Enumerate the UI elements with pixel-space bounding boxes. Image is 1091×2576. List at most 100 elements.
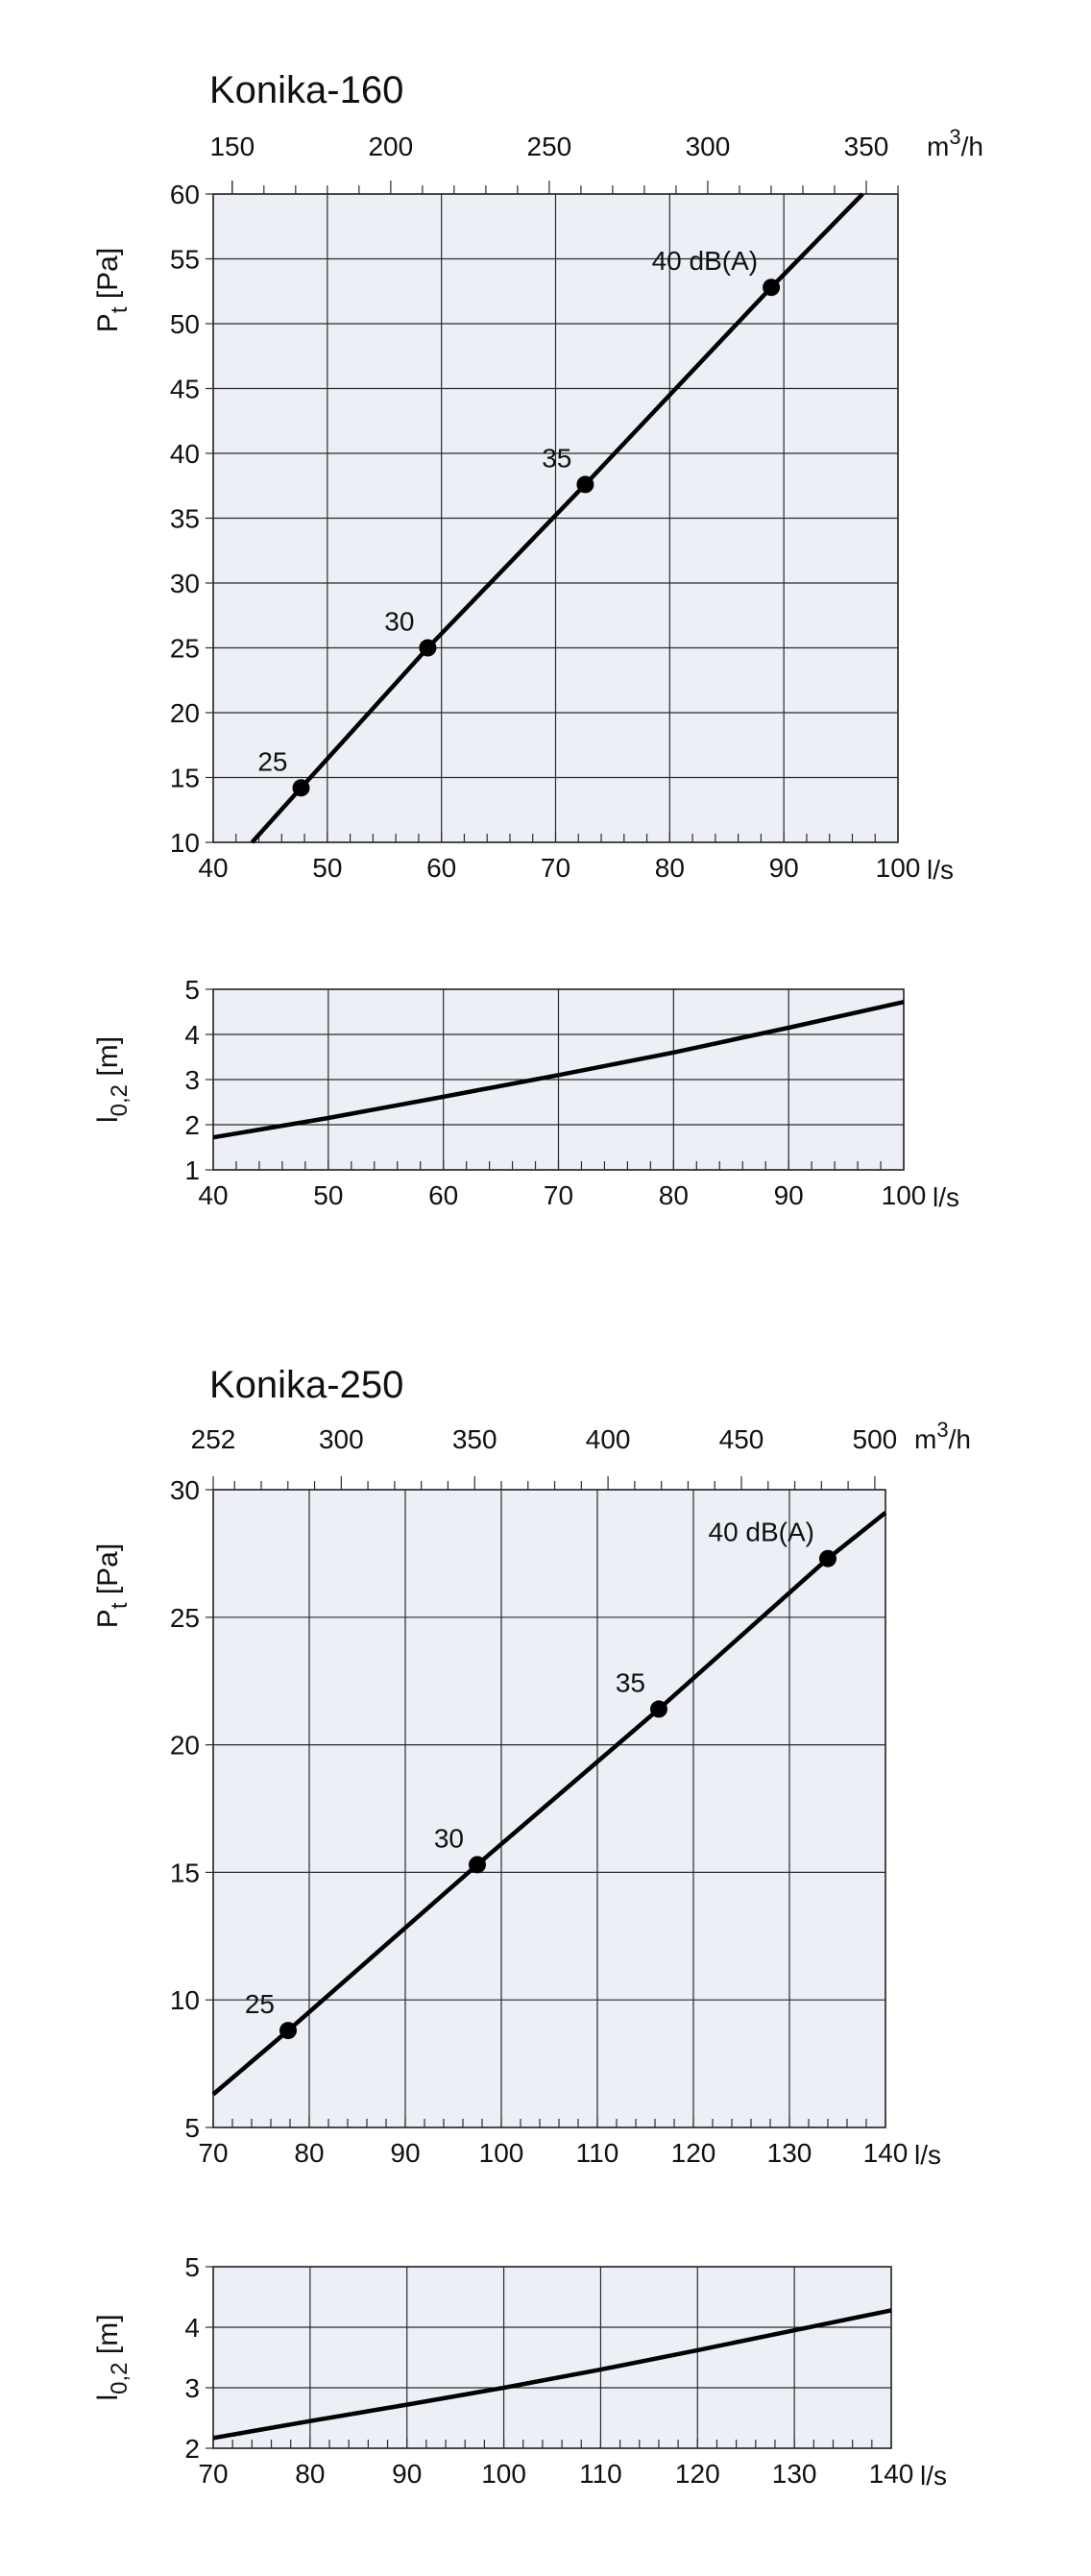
y-axis-label-main: P — [92, 313, 124, 332]
y-tick-label: 15 — [170, 764, 200, 793]
y-axis-label: l0,2 [m] — [92, 2314, 133, 2400]
top-axis-label-sup: 3 — [936, 1418, 948, 1442]
y-tick-label: 55 — [170, 245, 200, 275]
y-tick-label: 25 — [170, 634, 200, 664]
y-tick-label: 15 — [170, 1858, 200, 1887]
top-axis-tick-label: 350 — [452, 1424, 497, 1454]
plot-area — [213, 1490, 885, 2127]
y-tick-label: 10 — [170, 828, 200, 858]
y-axis-label-main: l — [92, 1116, 124, 1123]
y-axis-label-sub: 0,2 — [107, 1084, 133, 1116]
x-tick-label: 70 — [198, 2138, 228, 2168]
data-point — [419, 639, 437, 657]
series-line — [212, 1000, 905, 1140]
x-axis-label: l/s — [920, 2461, 947, 2491]
y-axis-label: Pt [Pa] — [92, 248, 133, 332]
x-tick-label: 110 — [576, 2138, 619, 2168]
konika-160-pressure-chart: 40 50 60 70 80 90 100 l/s 10 15 20 25 30 35 40 45 50 55 60… — [92, 69, 983, 885]
data-point — [469, 1856, 486, 1874]
top-axis-label-suffix: /h — [961, 132, 983, 161]
top-axis-tick-label: 500 — [853, 1424, 898, 1454]
y-axis-label: Pt [Pa] — [92, 1543, 133, 1628]
top-axis-tick-label: 450 — [719, 1424, 764, 1454]
data-point-label: 40 dB(A) — [652, 246, 759, 276]
top-axis-label-suffix: /h — [949, 1424, 971, 1454]
y-axis-label-unit: [Pa] — [92, 248, 124, 307]
y-tick-label: 25 — [170, 1603, 200, 1633]
y-tick-label: 2 — [184, 2434, 200, 2464]
data-point-label: 30 — [384, 607, 414, 637]
x-tick-label: 120 — [671, 2138, 716, 2168]
top-axis-tick-label: 300 — [686, 132, 731, 161]
top-axis-label-main: m — [927, 132, 949, 161]
top-axis-tick-label: 250 — [527, 132, 572, 161]
y-tick-label: 5 — [184, 975, 200, 1005]
y-tick-label: 10 — [170, 1985, 200, 2015]
x-axis-label: l/s — [927, 855, 954, 885]
konika-160-throw-chart: 40 50 60 70 80 90 100 l/s 1 2 3 4 5 l0,2 [m] — [92, 975, 959, 1212]
top-axis-label-main: m — [914, 1424, 936, 1454]
y-tick-label: 4 — [184, 1020, 200, 1050]
x-tick-label: 90 — [392, 2459, 422, 2489]
x-tick-label: 40 — [198, 1180, 228, 1210]
data-point-label: 35 — [542, 443, 571, 473]
y-tick-label: 60 — [170, 180, 200, 209]
x-axis-label: l/s — [914, 2140, 941, 2170]
konika-250-pressure-chart: 70 80 90 100 110 120 130 140 l/s 5 10 15 20 25 30 Pt [P… — [92, 1364, 971, 2170]
y-axis-label-sub: t — [107, 306, 133, 313]
x-tick-label: 90 — [390, 2138, 420, 2168]
top-axis-tick-label: 252 — [191, 1424, 236, 1454]
plot-frame — [212, 1489, 886, 2128]
top-axis-label: m3/h — [927, 125, 983, 161]
y-tick-label: 40 — [170, 439, 200, 469]
y-tick-label: 20 — [170, 698, 200, 728]
plot-frame — [212, 2266, 892, 2449]
data-point — [819, 1549, 836, 1567]
data-point-label: 30 — [434, 1823, 464, 1853]
y-tick-label: 1 — [184, 1155, 200, 1185]
series-line — [212, 2308, 892, 2441]
x-tick-label: 100 — [479, 2138, 524, 2168]
y-tick-label: 30 — [170, 569, 200, 598]
data-point-label: 35 — [616, 1667, 645, 1697]
y-tick-label: 3 — [184, 2373, 200, 2403]
x-tick-label: 120 — [675, 2459, 720, 2489]
data-point — [279, 2022, 297, 2040]
y-tick-label: 30 — [170, 1475, 200, 1505]
x-tick-label: 90 — [774, 1180, 804, 1210]
y-tick-label: 50 — [170, 309, 200, 339]
x-tick-label: 60 — [428, 1180, 458, 1210]
x-tick-label: 70 — [198, 2459, 228, 2489]
y-tick-label: 5 — [184, 2113, 200, 2143]
top-axis-tick-label: 300 — [319, 1424, 364, 1454]
data-point — [763, 279, 781, 297]
data-point-label: 25 — [257, 746, 287, 776]
chart-title: Konika-160 — [209, 69, 403, 111]
x-tick-label: 80 — [655, 853, 685, 883]
x-tick-label: 50 — [313, 1180, 343, 1210]
x-axis-label: l/s — [933, 1182, 959, 1212]
y-axis-label-main: P — [92, 1609, 124, 1628]
y-axis-label-unit: [m] — [92, 1036, 124, 1084]
y-tick-label: 20 — [170, 1731, 200, 1761]
x-tick-label: 130 — [772, 2459, 817, 2489]
y-axis-label: l0,2 [m] — [92, 1036, 133, 1123]
x-tick-label: 110 — [579, 2459, 622, 2489]
data-point — [650, 1700, 667, 1718]
x-tick-label: 140 — [863, 2138, 909, 2168]
data-point — [292, 779, 310, 797]
x-tick-label: 70 — [544, 1180, 573, 1210]
y-tick-label: 4 — [184, 2313, 200, 2343]
y-axis-label-unit: [Pa] — [92, 1543, 124, 1603]
y-tick-label: 35 — [170, 504, 200, 534]
x-tick-label: 100 — [882, 1180, 927, 1210]
data-point-label: 25 — [245, 1989, 275, 2019]
y-axis-label-sub: 0,2 — [107, 2362, 133, 2394]
y-axis-label-main: l — [92, 2394, 124, 2401]
x-tick-label: 50 — [312, 853, 342, 883]
x-tick-label: 100 — [876, 853, 921, 883]
x-tick-label: 40 — [198, 853, 228, 883]
data-point — [576, 475, 594, 494]
x-tick-label: 130 — [767, 2138, 812, 2168]
y-axis-label-sub: t — [107, 1602, 133, 1609]
